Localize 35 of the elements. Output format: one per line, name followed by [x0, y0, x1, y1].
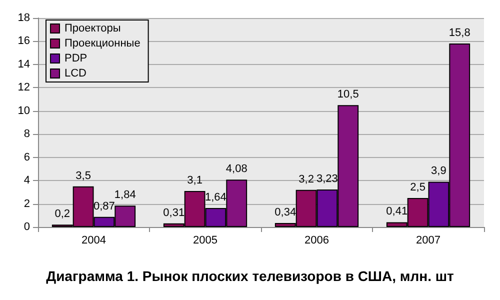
data-label: 3,23 [316, 172, 338, 185]
data-label: 0,31 [163, 206, 185, 219]
y-tick-label: 2 [24, 198, 30, 210]
data-label: 0,41 [386, 206, 408, 218]
data-label: 1,64 [204, 191, 226, 204]
text: Диаграмма 1. Рынок плоских телевизоров в США, млн. шт [46, 268, 454, 284]
legend-label: Проекционные [64, 38, 140, 50]
y-tick-label: 18 [18, 12, 30, 24]
data-label: 3,1 [187, 174, 202, 187]
y-tick-label: 14 [18, 58, 30, 70]
legend-label: LCD [64, 68, 87, 80]
x-tick-label: 2004 [82, 234, 106, 246]
y-tick-label: 6 [24, 151, 30, 164]
data-label: 0,34 [274, 206, 296, 219]
data-label: 1,84 [114, 189, 136, 202]
x-tick-label: 2005 [193, 234, 218, 246]
x-tick-label: 2007 [416, 234, 440, 246]
data-label: 2,5 [410, 181, 426, 194]
data-label: 0,2 [54, 208, 70, 220]
legend-label: Проекторы [64, 22, 121, 34]
y-tick-label: 10 [18, 104, 30, 117]
data-label: 4,08 [226, 163, 248, 176]
data-label: 10,5 [337, 88, 359, 101]
data-label: 0,87 [93, 200, 115, 212]
y-tick-label: 12 [18, 82, 30, 94]
y-tick-label: 8 [24, 128, 30, 140]
data-label: 3,9 [431, 165, 446, 178]
y-tick-label: 4 [24, 174, 30, 187]
data-label: 3,5 [76, 170, 91, 182]
data-label: 3,2 [298, 173, 314, 186]
y-tick-label: 16 [18, 35, 30, 48]
legend-label: PDP [64, 52, 88, 64]
y-tick-label: 0 [24, 221, 30, 233]
data-label: 15,8 [448, 27, 470, 40]
x-tick-label: 2006 [304, 234, 329, 246]
